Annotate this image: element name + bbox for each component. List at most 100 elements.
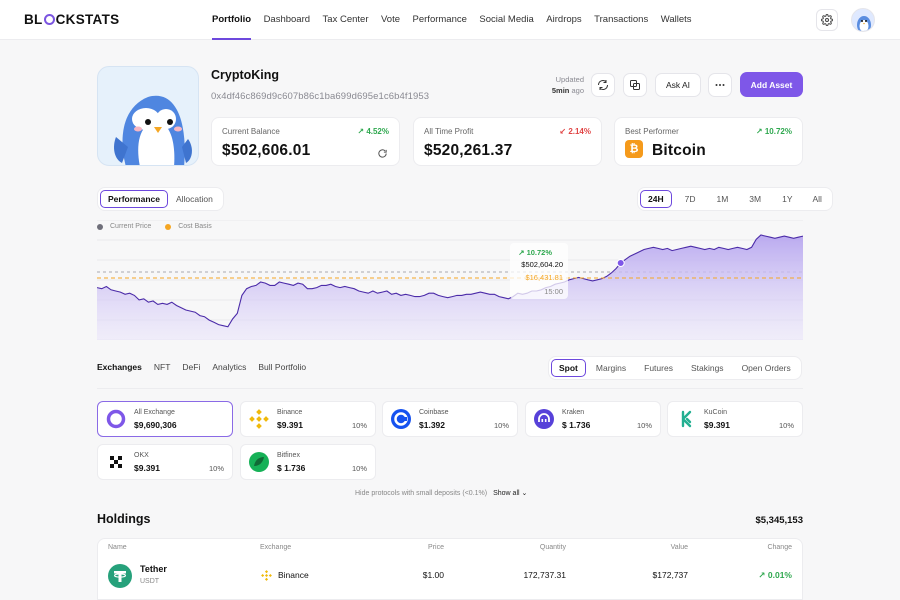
brand-name-suffix: CKSTATS xyxy=(55,12,120,27)
exchange-card-kraken[interactable]: Kraken $ 1.736 10% xyxy=(525,401,661,437)
tab-defi[interactable]: DeFi xyxy=(182,362,201,372)
chart-price-line xyxy=(97,234,803,328)
asset-category-tabs: Exchanges NFT DeFi Analytics Bull Portfo… xyxy=(97,362,318,375)
tab-spot[interactable]: Spot xyxy=(551,359,586,377)
exchange-percent: 10% xyxy=(636,421,652,430)
stat-label: Best Performer xyxy=(625,127,679,136)
updated-time: 5min ago xyxy=(538,85,584,96)
exchange-card-bitfinex[interactable]: Bitfinex $ 1.736 10% xyxy=(240,444,376,480)
tab-stakings[interactable]: Stakings xyxy=(690,363,724,373)
nav-link-dashboard[interactable]: Dashboard xyxy=(263,14,311,25)
updated-value: 5min xyxy=(551,86,570,95)
exchange-name: KuCoin xyxy=(704,409,727,416)
column-header-exchange[interactable]: Exchange xyxy=(260,544,292,551)
nav-link-tax-center[interactable]: Tax Center xyxy=(322,14,369,25)
stat-value: Bitcoin xyxy=(652,142,706,159)
copy-button[interactable] xyxy=(623,73,647,97)
more-options-button[interactable] xyxy=(708,73,732,97)
penguin-profile-icon xyxy=(114,95,192,165)
holding-price: $1.00 xyxy=(422,570,444,580)
tab-open-orders[interactable]: Open Orders xyxy=(741,363,791,373)
tab-bull-portfolio[interactable]: Bull Portfolio xyxy=(258,362,307,372)
ask-ai-button[interactable]: Ask AI xyxy=(655,73,701,97)
exchange-value: $9.391 xyxy=(134,463,160,473)
exchange-card-coinbase[interactable]: Coinbase $1.392 10% xyxy=(382,401,518,437)
stat-change: ↙ 2.14% xyxy=(559,127,591,136)
tab-futures[interactable]: Futures xyxy=(644,363,673,373)
kraken-icon xyxy=(534,409,554,429)
column-header-name[interactable]: Name xyxy=(108,544,127,551)
exchange-percent: 10% xyxy=(351,464,367,473)
wallet-address[interactable]: 0x4df46c869d9c607b86c1ba699d695e1c6b4f19… xyxy=(211,91,430,102)
okx-icon xyxy=(110,456,122,468)
stat-change: ↗ 4.52% xyxy=(357,127,389,136)
stat-change-value: 10.72% xyxy=(764,127,792,136)
nav-link-airdrops[interactable]: Airdrops xyxy=(546,14,582,25)
tab-performance[interactable]: Performance xyxy=(100,190,168,208)
nav-link-wallets[interactable]: Wallets xyxy=(660,14,692,25)
column-header-quantity[interactable]: Quantity xyxy=(539,544,566,551)
tab-margins[interactable]: Margins xyxy=(595,363,627,373)
range-7d[interactable]: 7D xyxy=(684,194,696,204)
exchange-card-binance[interactable]: Binance $9.391 10% xyxy=(240,401,376,437)
coinbase-icon xyxy=(391,409,411,429)
stat-label: Current Balance xyxy=(222,127,280,136)
tab-allocation[interactable]: Allocation xyxy=(175,194,213,204)
exchange-card-kucoin[interactable]: KuCoin $9.391 10% xyxy=(667,401,803,437)
nav-link-performance[interactable]: Performance xyxy=(412,14,467,25)
legend-dot-cost-basis xyxy=(165,223,172,230)
column-header-price[interactable]: Price xyxy=(428,544,444,551)
portfolio-performance-chart[interactable]: ↗ 10.72% $502,604.20 $16,431.81 15:00 xyxy=(97,220,803,340)
range-1y[interactable]: 1Y xyxy=(782,194,793,204)
nav-link-transactions[interactable]: Transactions xyxy=(594,14,649,25)
column-header-change[interactable]: Change xyxy=(767,544,792,551)
all-exchange-icon xyxy=(106,409,126,429)
range-24h[interactable]: 24H xyxy=(640,190,672,208)
settings-button[interactable] xyxy=(816,9,838,31)
refresh-button[interactable] xyxy=(591,73,615,97)
tether-icon xyxy=(108,564,132,588)
user-avatar[interactable] xyxy=(851,8,875,32)
chart-tooltip: ↗ 10.72% $502,604.20 $16,431.81 15:00 xyxy=(510,243,568,299)
exchange-name: Bitfinex xyxy=(277,452,300,459)
exchange-card-okx[interactable]: OKX $9.391 10% xyxy=(97,444,233,480)
chart-area-fill xyxy=(97,235,803,340)
exchange-value: $ 1.736 xyxy=(277,463,306,473)
exchange-name: Binance xyxy=(277,409,303,416)
current-balance-card: Current Balance ↗ 4.52% $502,606.01 xyxy=(211,117,400,166)
refresh-icon[interactable] xyxy=(377,148,388,159)
column-header-value[interactable]: Value xyxy=(670,544,688,551)
copy-icon xyxy=(630,80,640,90)
gear-icon xyxy=(821,14,833,26)
holding-quantity: 172,737.31 xyxy=(523,570,566,580)
top-navbar: BL CKSTATS Portfolio Dashboard Tax Center… xyxy=(0,0,900,40)
exchange-percent: 10% xyxy=(351,421,367,430)
updated-suffix: ago xyxy=(571,86,584,95)
holding-value: $172,737 xyxy=(652,570,688,580)
stat-change-value: 2.14% xyxy=(568,127,591,136)
tab-nft[interactable]: NFT xyxy=(153,362,171,372)
stat-value: $502,606.01 xyxy=(222,142,311,159)
tab-exchanges[interactable]: Exchanges xyxy=(97,362,142,372)
holdings-title: Holdings xyxy=(97,512,151,526)
exchange-value: $ 1.736 xyxy=(562,420,591,430)
holding-change: ↗ 0.01% xyxy=(758,570,792,580)
add-asset-button[interactable]: Add Asset xyxy=(740,72,803,97)
nav-link-portfolio[interactable]: Portfolio xyxy=(212,0,252,40)
holding-exchange: Binance xyxy=(278,570,309,580)
exchange-value: $9,690,306 xyxy=(134,420,177,430)
range-1m[interactable]: 1M xyxy=(716,194,729,204)
holdings-total: $5,345,153 xyxy=(755,515,803,526)
show-all-toggle[interactable]: Show all ⌄ xyxy=(493,489,527,497)
range-all[interactable]: All xyxy=(812,194,822,204)
legend-dot-current-price xyxy=(97,223,103,230)
updated-label: Updated xyxy=(555,75,584,84)
brand-logo[interactable]: BL CKSTATS xyxy=(24,12,119,27)
nav-links: Portfolio Dashboard Tax Center Vote Perf… xyxy=(212,0,704,40)
exchange-card-all[interactable]: All Exchange $9,690,306 xyxy=(97,401,233,437)
nav-link-social-media[interactable]: Social Media xyxy=(479,14,534,25)
tab-analytics[interactable]: Analytics xyxy=(212,362,247,372)
nav-link-vote[interactable]: Vote xyxy=(380,14,401,25)
range-3m[interactable]: 3M xyxy=(749,194,762,204)
all-time-profit-card: All Time Profit ↙ 2.14% $520,261.37 xyxy=(413,117,602,166)
